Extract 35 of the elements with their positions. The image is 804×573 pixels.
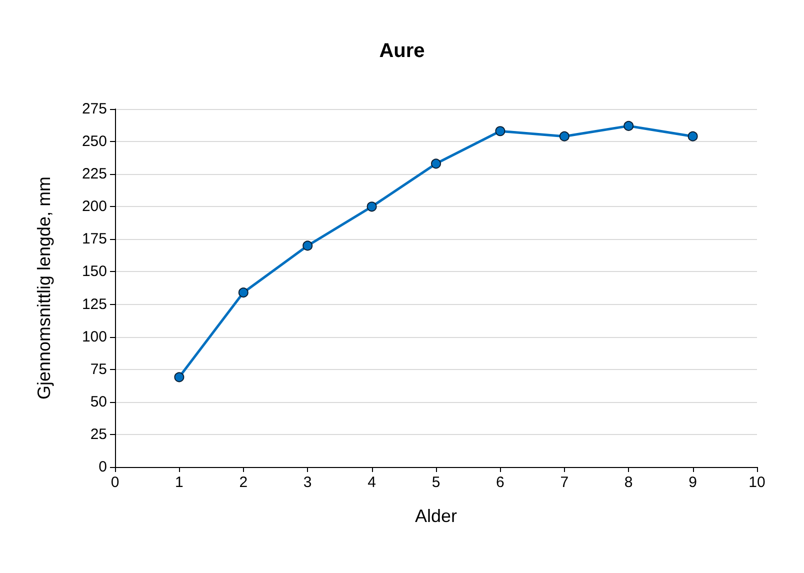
y-tick-label: 250 [82,133,107,150]
y-tick-label: 225 [82,166,107,183]
y-tick-label: 100 [82,328,107,346]
point [302,240,313,251]
point [174,372,184,382]
point [624,120,634,131]
y-tick-label: 200 [82,198,107,216]
x-axis-title: Alder [414,506,458,526]
point [559,131,570,142]
y-tick-label: 125 [82,296,107,313]
y-tick-label: 275 [82,100,107,118]
point [495,126,506,136]
y-tick-label: 0 [98,458,107,476]
x-tick-label: 4 [368,474,376,491]
y-axis-title: Gjennomsnittlig lengde, mm [34,176,54,400]
y-tick-label: 75 [90,360,107,378]
x-tick-label: 0 [110,474,120,491]
point [688,131,698,142]
y-tick-label: 150 [82,263,107,280]
x-tick-label: 7 [560,474,569,491]
x-tick-label: 6 [496,474,504,491]
x-tick-label: 5 [432,474,440,491]
point [238,288,248,298]
y-tick-label: 175 [82,230,107,248]
x-tick-label: 8 [624,474,633,491]
y-tick-label: 25 [90,426,107,443]
y-tick-label: 50 [90,393,107,410]
point [431,158,441,169]
x-tick-label: 10 [748,474,766,491]
x-tick-label: 3 [303,474,312,491]
x-tick-label: 9 [688,474,697,491]
x-tick-label: 1 [175,474,184,491]
point [366,202,377,212]
x-tick-label: 2 [239,474,248,491]
chart-title: Aure [379,40,425,62]
